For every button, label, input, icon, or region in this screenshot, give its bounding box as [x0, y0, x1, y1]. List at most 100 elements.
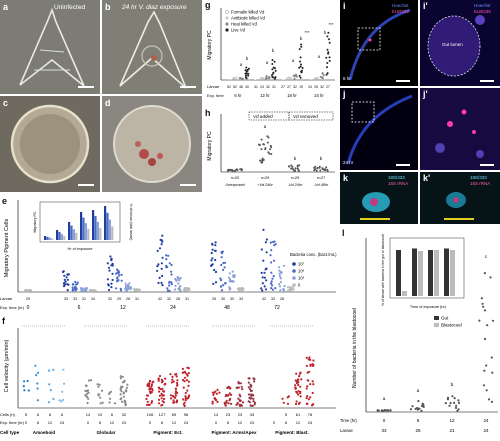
panel-label-j-prime: j'	[423, 89, 428, 99]
data-point	[454, 406, 458, 409]
data-point	[170, 270, 173, 273]
data-point	[171, 378, 174, 381]
data-point	[116, 279, 119, 282]
data-point	[187, 395, 190, 398]
data-point	[309, 77, 312, 80]
data-point	[274, 77, 276, 80]
data-point	[111, 262, 114, 265]
data-point	[36, 399, 40, 402]
data-point	[296, 75, 298, 78]
svg-text:Cell type: Cell type	[0, 430, 20, 435]
data-point	[124, 401, 127, 404]
data-point	[160, 397, 163, 400]
data-point	[446, 398, 449, 401]
caption-a: Uninfected	[54, 4, 86, 11]
data-point	[282, 76, 285, 79]
data-point	[107, 284, 110, 287]
larvae-count-g: 52	[233, 85, 237, 89]
inset-bar-blastocoel	[418, 251, 423, 296]
data-point	[264, 288, 268, 291]
data-point	[448, 404, 451, 407]
data-point	[457, 408, 460, 411]
data-point	[323, 168, 326, 171]
data-point	[321, 77, 324, 80]
data-point	[229, 278, 232, 281]
data-point	[90, 379, 93, 382]
data-point	[230, 393, 233, 396]
data-point	[295, 372, 298, 375]
data-point	[300, 71, 303, 74]
data-point	[297, 390, 300, 393]
inset-bars-e	[44, 206, 114, 240]
data-point	[247, 377, 250, 380]
data-point	[240, 168, 243, 171]
panel-label-j: j	[343, 89, 346, 99]
n-label-h: n=29	[261, 176, 270, 180]
data-point	[249, 389, 253, 393]
data-point	[167, 254, 170, 257]
data-point	[162, 394, 165, 397]
data-point	[230, 402, 233, 405]
data-point	[233, 275, 236, 278]
data-point	[260, 271, 263, 274]
exp-time-e: 48	[224, 305, 230, 311]
data-point	[269, 241, 272, 244]
inset-bars-l	[396, 248, 455, 296]
scale-bar-b	[180, 86, 196, 88]
data-point	[491, 371, 494, 374]
data-point	[150, 400, 154, 403]
data-point	[294, 387, 297, 390]
exp-time-f: 24	[122, 420, 127, 425]
data-point	[227, 394, 230, 397]
data-point	[172, 399, 175, 402]
data-point	[97, 385, 100, 388]
data-point	[224, 403, 227, 406]
larvae-count-e: 29	[26, 297, 30, 301]
data-point	[457, 401, 461, 404]
panel-label-g: g	[205, 0, 211, 10]
data-point	[294, 73, 297, 76]
data-point	[231, 270, 234, 273]
inset-bar-gut	[412, 248, 417, 296]
data-point	[286, 77, 289, 80]
data-point	[174, 288, 177, 291]
svg-text:Time (hr): Time (hr)	[340, 418, 357, 423]
cell-type-label-f: Amoeboid	[33, 430, 56, 435]
data-point	[74, 286, 77, 289]
data-point	[300, 63, 302, 66]
svg-text:Time of exposure (hr): Time of exposure (hr)	[410, 305, 447, 309]
data-point	[316, 77, 319, 80]
sig-letter-g: b	[246, 56, 249, 61]
panel-b: b 24 hr V. diaz exposure	[102, 0, 202, 94]
inset-bar	[104, 206, 107, 240]
data-point	[108, 269, 111, 272]
data-point	[187, 384, 190, 387]
data-point	[150, 391, 153, 394]
data-point	[161, 274, 164, 278]
data-point	[263, 285, 266, 288]
data-point	[184, 395, 187, 398]
sig-letter-g: a	[318, 54, 321, 59]
svg-text:Vd removed: Vd removed	[293, 114, 318, 119]
data-point	[99, 396, 102, 399]
data-point	[215, 392, 218, 395]
data-point	[115, 287, 118, 290]
data-point	[422, 405, 425, 408]
data-point	[127, 284, 130, 287]
data-point	[36, 371, 40, 374]
data-point	[160, 378, 163, 381]
data-point	[122, 391, 126, 394]
data-point	[273, 244, 276, 247]
scale-bar-a	[78, 86, 94, 88]
data-point	[71, 283, 74, 286]
data-point	[220, 289, 224, 292]
data-point	[261, 289, 264, 292]
data-point	[66, 289, 69, 292]
data-point	[148, 382, 151, 385]
cell-count-f: 23	[238, 412, 243, 417]
data-point	[156, 249, 159, 252]
larvae-count-g: 32	[266, 85, 270, 89]
data-point	[301, 69, 303, 72]
data-point	[259, 144, 261, 147]
data-point	[76, 282, 79, 285]
